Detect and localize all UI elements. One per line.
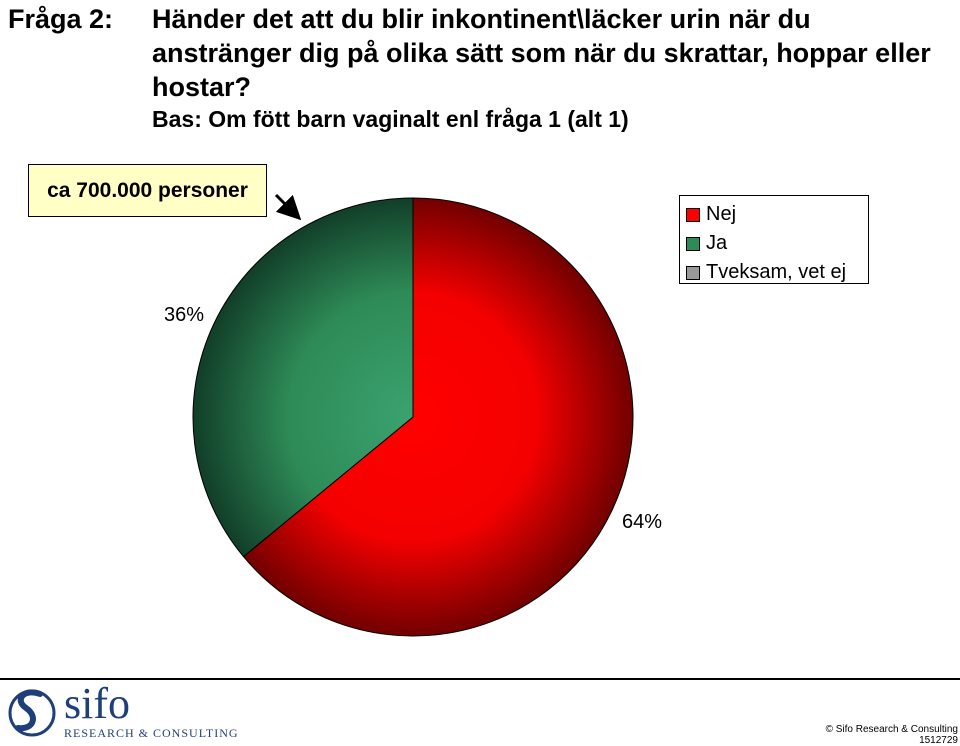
sifo-logo: sifo RESEARCH & CONSULTING <box>6 679 246 742</box>
pie-slice-ja <box>192 197 414 558</box>
legend-label-ja: Ja <box>706 232 728 254</box>
logo-subtitle: RESEARCH & CONSULTING <box>64 726 239 740</box>
legend-item-nej: Nej <box>686 200 868 229</box>
copyright-text: © Sifo Research & Consulting <box>825 724 958 735</box>
slice-label-nej: 64% <box>622 511 662 533</box>
slice-label-ja: 36% <box>164 304 204 326</box>
callout-arrow <box>274 193 302 221</box>
legend-label-nej: Nej <box>706 203 737 225</box>
legend-swatch-nej <box>686 207 700 222</box>
legend-item-tveksam: Tveksam, vet ej <box>686 258 868 287</box>
document-code: 1512729 <box>919 735 958 746</box>
pie-slice-nej <box>242 197 634 637</box>
legend-swatch-ja <box>686 236 700 251</box>
question-text: Händer det att du blir inkontinent\läcke… <box>152 4 931 102</box>
footer-divider <box>0 678 960 680</box>
population-callout: ca 700.000 personer <box>28 164 267 217</box>
legend-swatch-tveksam <box>686 265 700 280</box>
legend-item-ja: Ja <box>686 229 868 258</box>
legend-label-tveksam: Tveksam, vet ej <box>706 261 847 283</box>
base-text: Bas: Om fött barn vaginalt enl fråga 1 (… <box>152 106 629 132</box>
chart-legend: Nej Ja Tveksam, vet ej <box>679 195 869 284</box>
question-label: Fråga 2: <box>8 4 114 34</box>
sifo-logo-icon <box>8 689 56 737</box>
logo-wordmark: sifo <box>64 679 130 728</box>
copyright-block: © Sifo Research & Consulting 1512729 <box>826 724 958 746</box>
